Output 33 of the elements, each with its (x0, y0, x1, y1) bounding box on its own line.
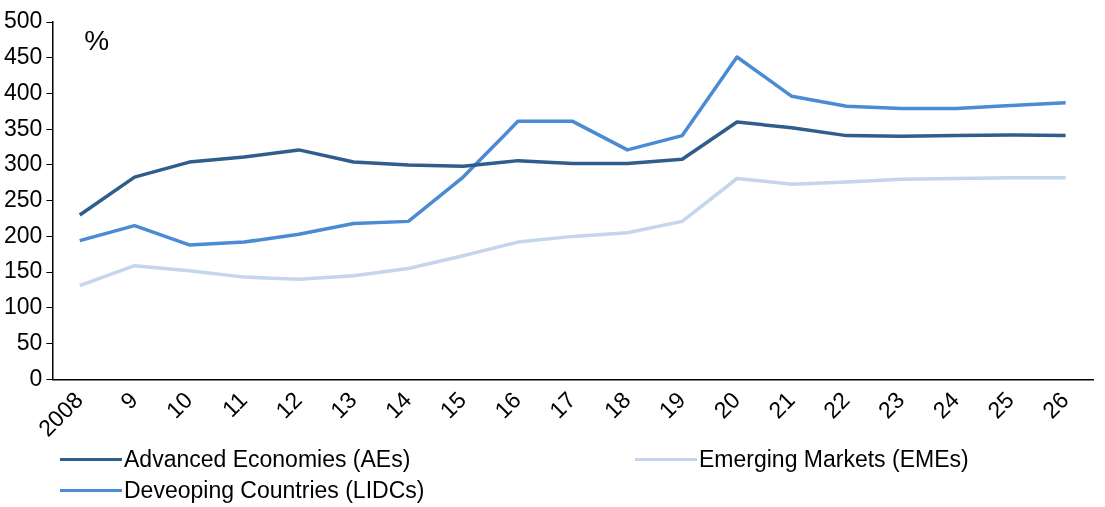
x-tick-label: 17 (544, 386, 581, 424)
x-tick-label: 25 (982, 386, 1019, 424)
x-tick-label: 24 (927, 386, 965, 424)
y-tick-label: 50 (16, 328, 43, 355)
x-tick-label: 20 (708, 386, 746, 424)
x-tick-label: 13 (325, 386, 362, 424)
legend-label: Deveoping Countries (LIDCs) (124, 477, 425, 504)
x-tick-label: 26 (1037, 386, 1074, 424)
x-tick-label: 12 (270, 386, 307, 424)
y-tick-label: 500 (4, 7, 43, 34)
x-tick-label: 18 (599, 386, 636, 424)
y-tick-label: 250 (4, 186, 43, 212)
y-tick-label: 0 (29, 364, 43, 391)
y-tick-label: 150 (4, 257, 43, 284)
x-tick-label: 21 (763, 386, 800, 424)
legend-label: Emerging Markets (EMEs) (699, 446, 969, 473)
y-tick-label: 100 (4, 293, 43, 320)
x-tick-label: 22 (818, 386, 855, 424)
x-tick-label: 23 (872, 386, 910, 424)
x-tick-label: 11 (216, 386, 253, 422)
y-axis-title: % (84, 24, 110, 56)
x-tick-label: 14 (379, 386, 417, 424)
y-tick-label: 350 (4, 114, 43, 141)
y-tick-label: 300 (4, 150, 43, 177)
y-tick-label: 400 (4, 78, 43, 105)
legend-label: Advanced Economies (AEs) (124, 446, 411, 473)
x-tick-label: 19 (653, 386, 691, 424)
x-tick-label: 10 (160, 386, 198, 424)
y-tick-label: 200 (4, 221, 43, 248)
x-tick-label: 9 (115, 386, 143, 415)
y-tick-label: 450 (4, 43, 43, 70)
x-tick-label: 15 (434, 386, 472, 424)
x-tick-label: 16 (489, 386, 526, 424)
